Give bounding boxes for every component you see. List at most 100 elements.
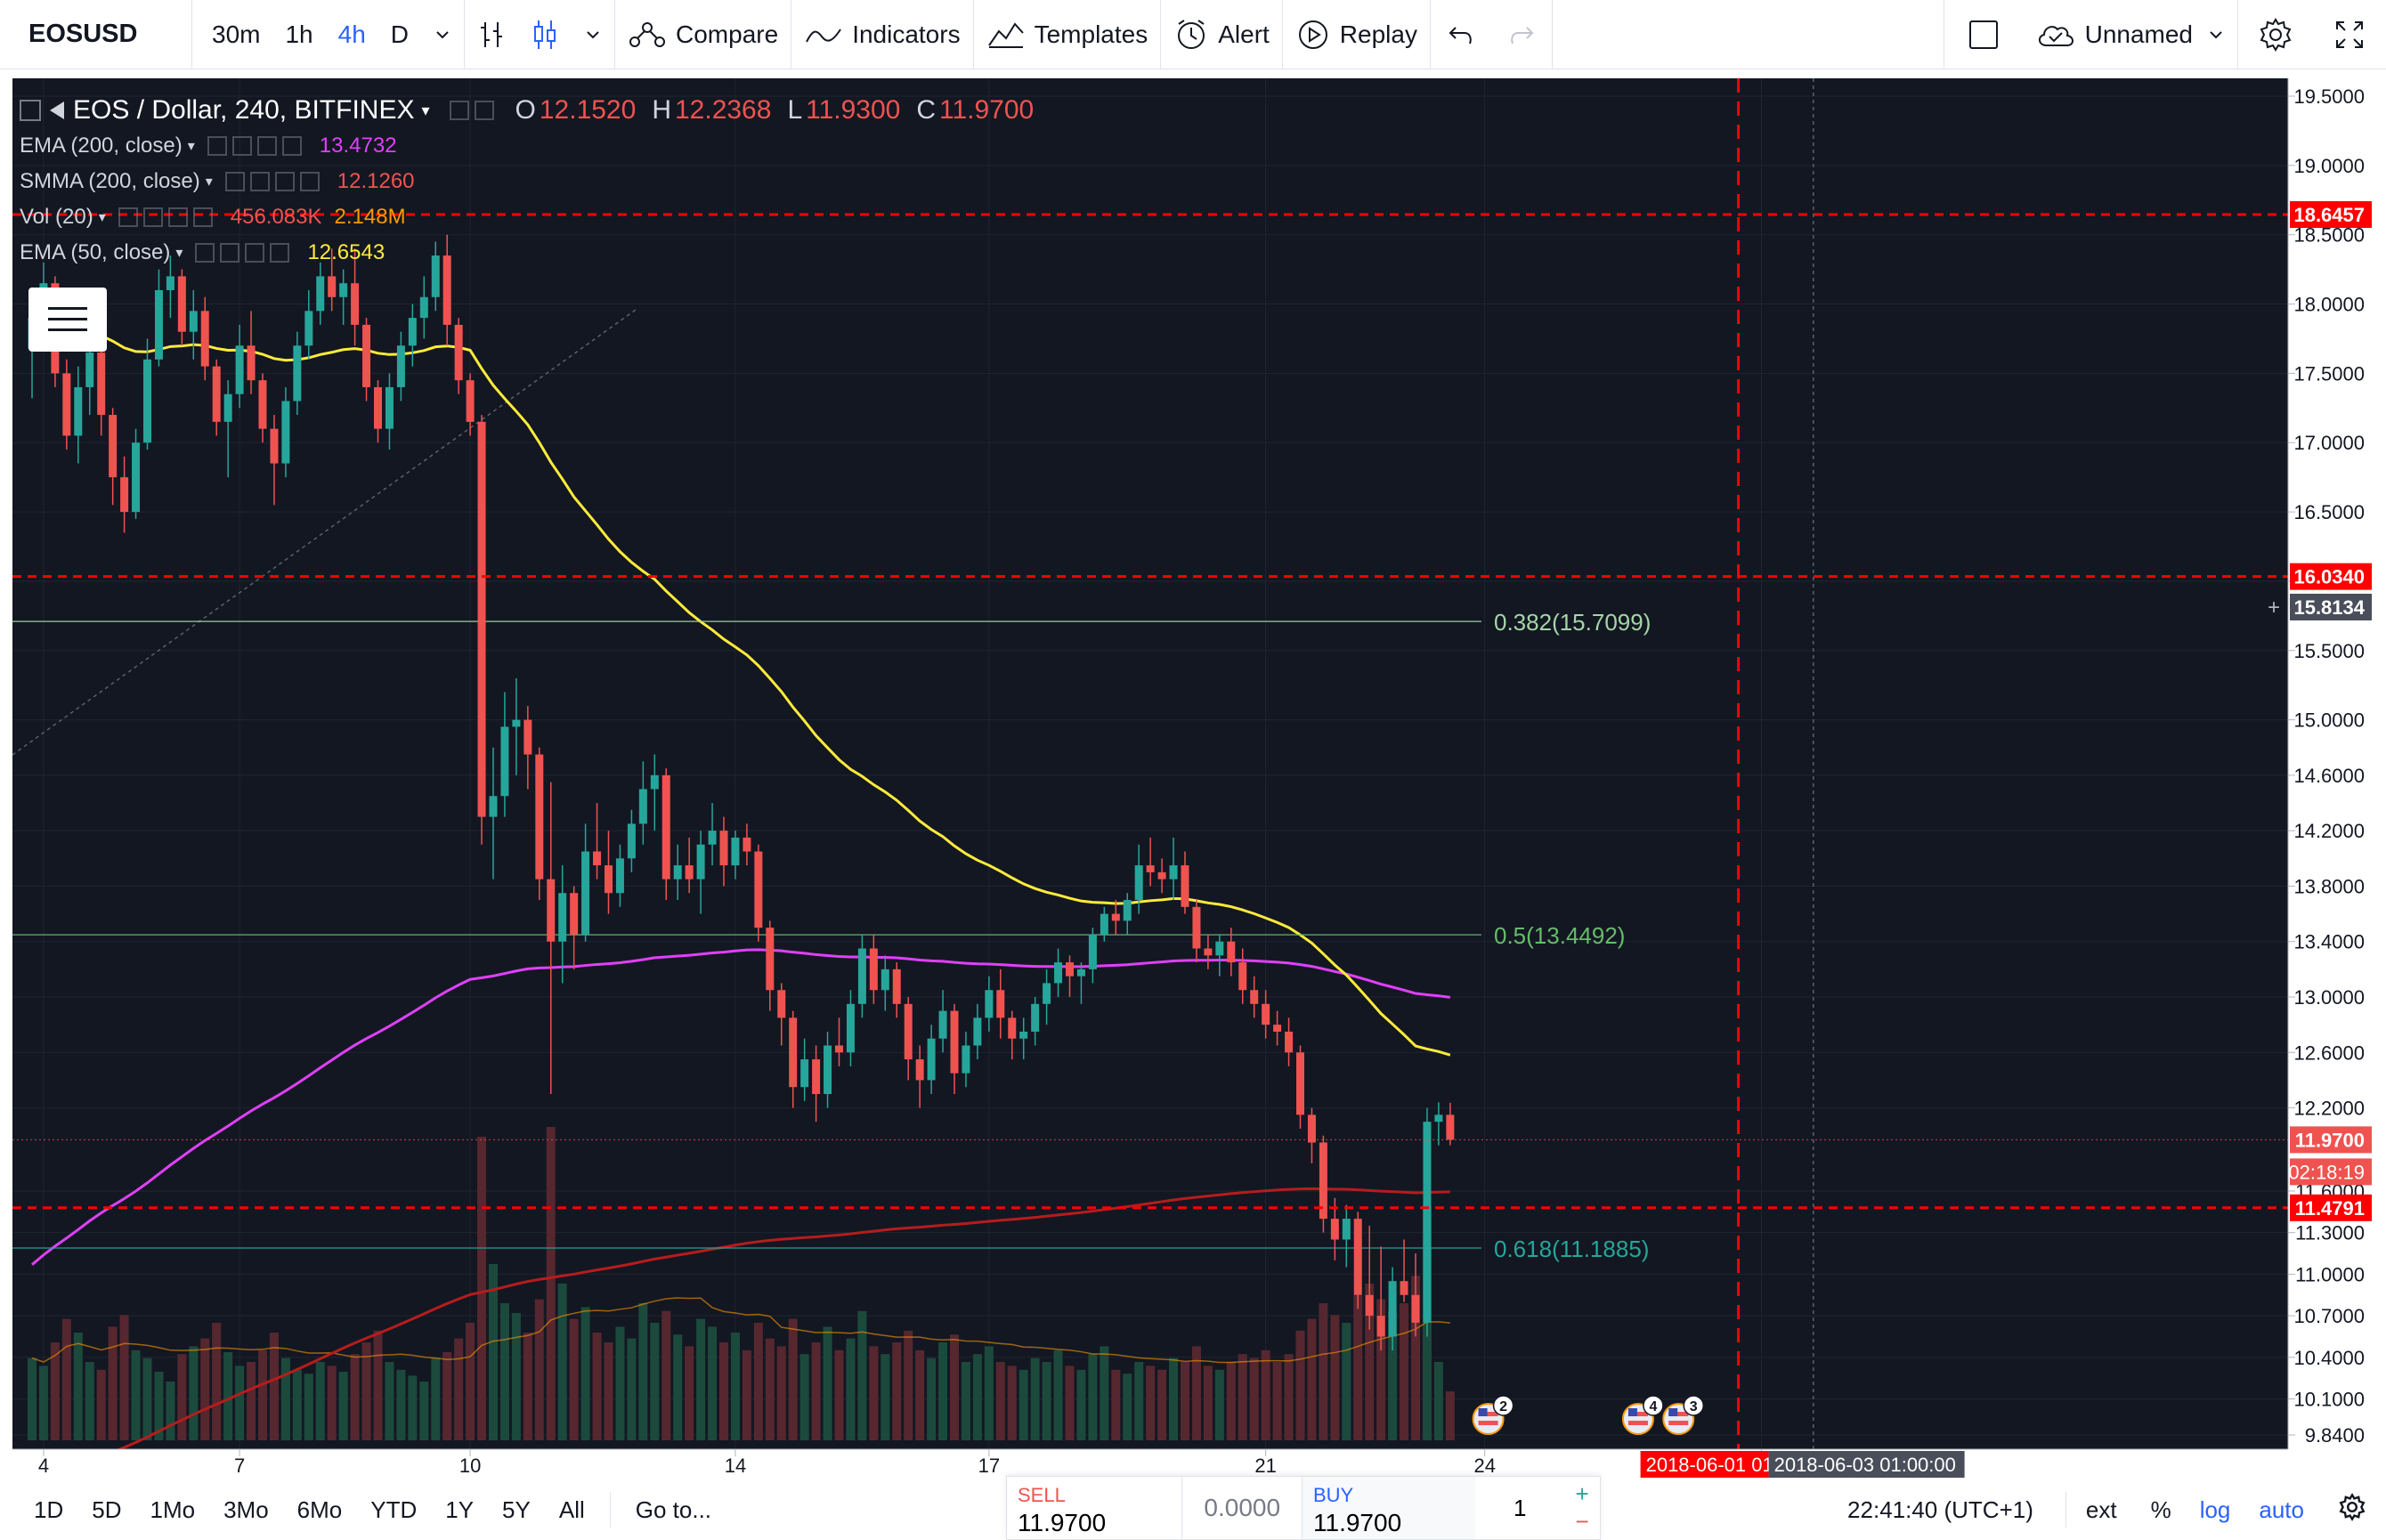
volume-bar: [869, 1346, 879, 1440]
chevron-down-icon[interactable]: ▾: [421, 101, 430, 119]
indicator-buttons[interactable]: [207, 136, 307, 156]
chevron-down-icon[interactable]: ▾: [98, 210, 106, 225]
candle-body: [132, 442, 141, 513]
alert-button[interactable]: Alert: [1161, 0, 1282, 69]
candle-body: [258, 380, 267, 429]
candle-body: [396, 345, 405, 387]
range-5y[interactable]: 5Y: [502, 1495, 531, 1523]
chart-settings-button[interactable]: [2318, 1492, 2386, 1528]
toolbar-divider: [1429, 0, 1431, 69]
candle-body: [1066, 962, 1074, 977]
goto-button[interactable]: Go to...: [635, 1495, 712, 1523]
candle-body: [74, 386, 83, 436]
interval-30m[interactable]: 30m: [212, 20, 261, 48]
volume-bar: [1019, 1369, 1028, 1440]
volume-bar: [131, 1350, 141, 1440]
price-chart[interactable]: 0.382(15.7099) 0.5(13.4492) 0.618(11.1885)…: [12, 78, 2374, 1479]
bar-style-button[interactable]: [465, 0, 518, 69]
main-series-legend[interactable]: EOS / Dollar, 240, BITFINEX ▾ O 12.1520 H…: [20, 93, 1034, 128]
indicator-legend-ema50[interactable]: EMA (50, close) ▾ 12.6543: [20, 235, 1034, 271]
candle-body: [1423, 1122, 1432, 1323]
volume-bar: [361, 1342, 371, 1440]
volume-bar: [823, 1326, 832, 1440]
compare-button[interactable]: Compare: [615, 0, 791, 69]
series-legend-buttons[interactable]: [449, 101, 499, 120]
eye-icon[interactable]: [449, 101, 469, 120]
range-1d[interactable]: 1D: [34, 1495, 64, 1523]
candle-body: [1342, 1219, 1351, 1240]
interval-d[interactable]: D: [390, 20, 410, 48]
range-ytd[interactable]: YTD: [370, 1495, 418, 1523]
event-count-badge: [1683, 1395, 1705, 1416]
indicator-buttons[interactable]: [118, 207, 218, 227]
plus-icon[interactable]: +: [1575, 1480, 1589, 1507]
undo-button[interactable]: [1431, 0, 1491, 69]
layout-name-button[interactable]: Unnamed: [2023, 0, 2237, 69]
volume-bar: [961, 1362, 970, 1440]
candle-body: [512, 719, 521, 727]
range-all[interactable]: All: [558, 1495, 585, 1523]
candle-style-button[interactable]: [518, 0, 572, 69]
candle-body: [351, 283, 360, 325]
indicator-legend-ema200[interactable]: EMA (200, close) ▾ 13.4732: [20, 128, 1034, 164]
indicator-buttons[interactable]: [224, 172, 325, 191]
volume-bar: [1445, 1391, 1455, 1440]
bar-countdown-label: 02:18:19: [2288, 1161, 2365, 1183]
volume-bar: [223, 1352, 233, 1440]
open-value: 12.1520: [539, 95, 637, 125]
fullscreen-button[interactable]: [2313, 0, 2386, 69]
range-1y[interactable]: 1Y: [445, 1495, 475, 1523]
indicator-buttons[interactable]: [195, 243, 295, 263]
time-tick-label: 21: [1254, 1455, 1276, 1477]
sell-button[interactable]: SELL 11.9700: [1007, 1477, 1183, 1539]
chart-type-dropdown[interactable]: [572, 0, 614, 69]
candle-body: [927, 1038, 936, 1081]
range-5d[interactable]: 5D: [92, 1495, 122, 1523]
settings-icon[interactable]: [474, 101, 494, 120]
collapse-legend-icon[interactable]: [20, 100, 41, 121]
volume-ma-line: [31, 1297, 1450, 1364]
templates-button[interactable]: Templates: [974, 0, 1161, 69]
chevron-down-icon[interactable]: ▾: [205, 174, 213, 190]
bottom-right: 22:41:40 (UTC+1) ext % log auto: [1833, 1479, 2386, 1540]
extended-hours-toggle[interactable]: ext: [2085, 1495, 2117, 1523]
settings-button[interactable]: [2238, 0, 2313, 69]
quantity-stepper[interactable]: + −: [1564, 1477, 1600, 1539]
range-1mo[interactable]: 1Mo: [150, 1495, 196, 1523]
candle-body: [1031, 1003, 1040, 1032]
auto-scale-toggle[interactable]: auto: [2259, 1495, 2304, 1523]
chevron-down-icon[interactable]: ▾: [187, 139, 195, 154]
candle-body: [1319, 1142, 1327, 1220]
range-3mo[interactable]: 3Mo: [223, 1495, 269, 1523]
indicator-legend-smma200[interactable]: SMMA (200, close) ▾ 12.1260: [20, 164, 1034, 199]
layout-toggle-button[interactable]: [1944, 0, 2023, 69]
chart-area[interactable]: 0.382(15.7099) 0.5(13.4492) 0.618(11.1885)…: [12, 78, 2374, 1479]
minus-icon[interactable]: −: [1575, 1508, 1589, 1535]
legend-menu-button[interactable]: [28, 288, 107, 352]
candle-body: [962, 1045, 970, 1074]
quantity-input[interactable]: 1: [1514, 1494, 1527, 1521]
symbol-input[interactable]: EOSUSD: [28, 20, 138, 48]
interval-4h[interactable]: 4h: [337, 20, 366, 48]
indicator-value: 13.4732: [319, 134, 397, 158]
candle-body: [824, 1045, 832, 1094]
indicator-legend-volume[interactable]: Vol (20) ▾ 456.083K 2.148M: [20, 199, 1034, 235]
price-tick-label: 19.5000: [2293, 85, 2365, 108]
log-scale-toggle[interactable]: log: [2199, 1495, 2231, 1523]
toolbar-divider: [2237, 0, 2238, 69]
buy-button[interactable]: BUY 11.9700: [1302, 1477, 1476, 1539]
volume-bar: [73, 1333, 83, 1440]
candle-body: [1088, 934, 1097, 969]
range-6mo[interactable]: 6Mo: [296, 1495, 343, 1523]
interval-dropdown[interactable]: [421, 0, 464, 69]
chevron-down-icon[interactable]: ▾: [175, 246, 183, 261]
indicators-button[interactable]: Indicators: [791, 0, 972, 69]
candle-body: [1134, 865, 1143, 901]
volume-bar: [499, 1303, 509, 1440]
replay-button[interactable]: Replay: [1283, 0, 1430, 69]
redo-button[interactable]: [1491, 0, 1552, 69]
clock-timezone[interactable]: 22:41:40 (UTC+1): [1847, 1495, 2033, 1523]
interval-1h[interactable]: 1h: [285, 20, 313, 48]
volume-bar: [1065, 1366, 1075, 1440]
percent-scale-toggle[interactable]: %: [2150, 1495, 2171, 1523]
